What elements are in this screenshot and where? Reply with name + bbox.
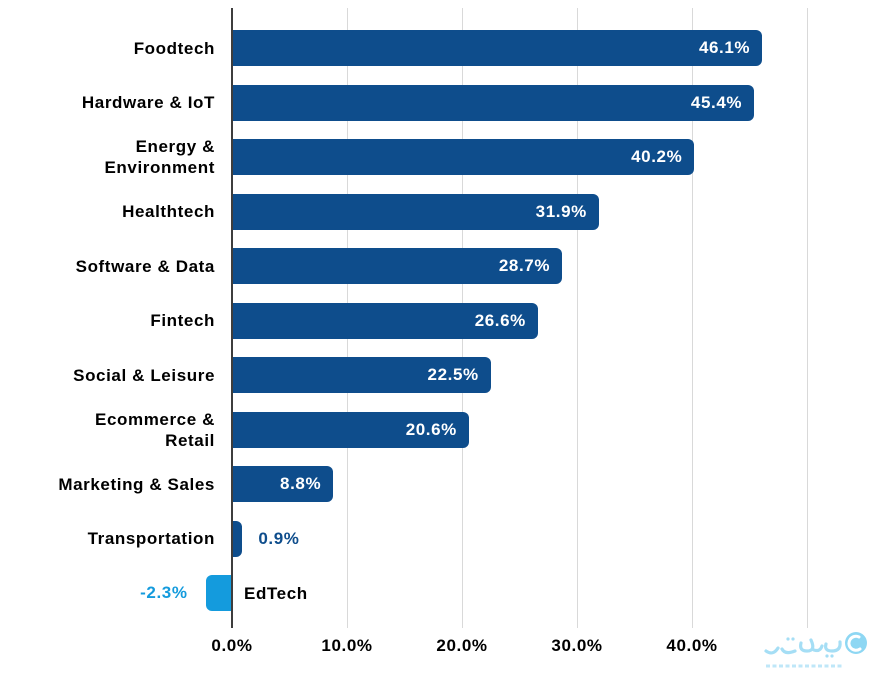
bar-social-leisure (232, 357, 491, 393)
category-label-software-data: Software & Data (0, 248, 215, 284)
value-label-energy-environment: 40.2% (631, 147, 683, 166)
x-gridline (577, 8, 578, 628)
value-label-edtech: -2.3% (140, 583, 188, 602)
category-label-text: EdTech (244, 583, 308, 603)
x-tick-label-20-0: 20.0% (436, 636, 488, 655)
value-label-fintech: 26.6% (474, 310, 526, 330)
category-label-text: Software & Data (75, 256, 215, 276)
logo-dots (786, 637, 834, 658)
category-label-healthtech: Healthtech (0, 194, 215, 230)
value-label-software-data: 28.7% (498, 256, 551, 275)
bar-software-data (232, 248, 563, 284)
category-label-ecommerce-retail: Ecommerce & Retail (0, 409, 215, 450)
value-label-healthtech: 31.9% (535, 201, 587, 221)
bar-ecommerce-retail (232, 411, 469, 448)
logo-wordmark-strokes (764, 638, 842, 655)
category-label-text: Social & Leisure (73, 365, 215, 385)
category-label-text: Ecommerce & Retail (95, 409, 215, 450)
bar-healthtech (232, 193, 599, 230)
bar-fintech (232, 302, 538, 339)
bar-edtech (205, 575, 232, 611)
category-label-edtech: EdTech (244, 575, 444, 611)
bar-energy-environment (232, 139, 695, 175)
value-label-foodtech: 46.1% (698, 38, 751, 57)
bar-foodtech (232, 30, 763, 66)
x-tick-label-10-0: 10.0% (321, 636, 373, 655)
category-label-text: Transportation (87, 529, 215, 548)
y-axis-line (231, 8, 233, 628)
category-label-foodtech: Foodtech (0, 30, 215, 66)
value-label-transportation: 0.9% (258, 528, 300, 548)
category-label-transportation: Transportation (0, 521, 215, 557)
logo-swoosh-icon (847, 634, 862, 652)
bar-hardware-iot (232, 84, 755, 121)
category-label-text: Energy & Environment (104, 137, 215, 177)
value-label-hardware-iot: 45.4% (690, 92, 743, 112)
category-label-text: Marketing & Sales (58, 474, 215, 494)
category-label-energy-environment: Energy & Environment (0, 137, 215, 177)
x-tick-label-0-0: 0.0% (211, 636, 253, 655)
x-tick-label-40-0: 40.0% (666, 636, 718, 655)
peivast-logo-graphic (764, 632, 867, 668)
category-label-text: Foodtech (133, 38, 215, 58)
category-label-text: Hardware & IoT (81, 93, 215, 112)
value-label-marketing-sales: 8.8% (280, 474, 322, 493)
category-label-fintech: Fintech (0, 303, 215, 339)
category-label-marketing-sales: Marketing & Sales (0, 466, 215, 502)
category-label-hardware-iot: Hardware & IoT (0, 85, 215, 121)
category-label-text: Healthtech (122, 202, 215, 221)
x-gridline (692, 8, 693, 628)
x-tick-label-30-0: 30.0% (551, 636, 603, 655)
x-gridline (807, 8, 808, 628)
value-label-social-leisure: 22.5% (427, 365, 479, 384)
category-label-text: Fintech (150, 311, 215, 330)
bar-marketing-sales (232, 466, 334, 502)
peivast-watermark-logo (764, 631, 868, 678)
category-label-social-leisure: Social & Leisure (0, 357, 215, 393)
value-label-ecommerce-retail: 20.6% (405, 419, 457, 439)
bar-transportation (232, 520, 243, 557)
